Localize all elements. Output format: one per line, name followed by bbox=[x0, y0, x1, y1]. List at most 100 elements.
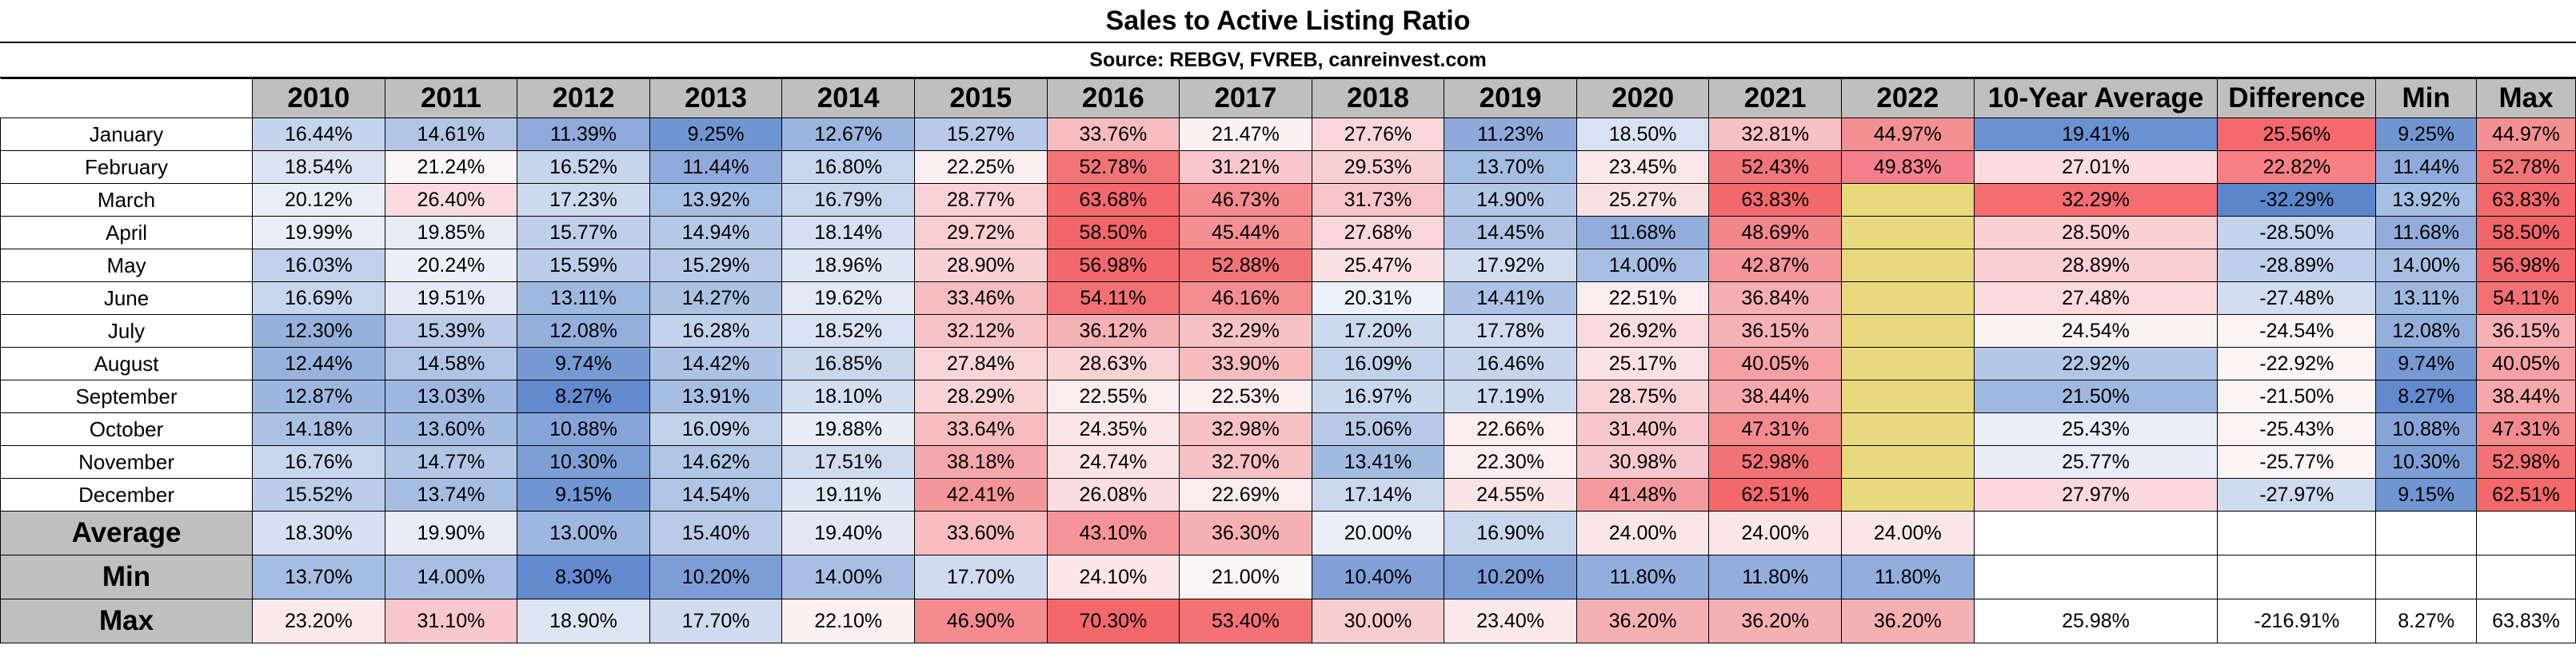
cell-august-2015[interactable]: 27.84% bbox=[913, 347, 1048, 380]
row-label[interactable]: August bbox=[0, 347, 254, 380]
cell-july-2019[interactable]: 17.78% bbox=[1444, 314, 1577, 348]
cell-october-2016[interactable]: 24.35% bbox=[1046, 412, 1180, 446]
summary-cell-average-10-year-average[interactable] bbox=[1973, 511, 2219, 555]
cell-november-min[interactable]: 10.30% bbox=[2375, 445, 2478, 479]
cell-august-2012[interactable]: 9.74% bbox=[517, 347, 650, 380]
cell-june-2021[interactable]: 36.84% bbox=[1708, 281, 1843, 315]
cell-december-2017[interactable]: 22.69% bbox=[1179, 478, 1312, 512]
cell-september-difference[interactable]: -21.50% bbox=[2217, 380, 2377, 413]
cell-november-2013[interactable]: 14.62% bbox=[649, 445, 783, 479]
cell-october-2022[interactable] bbox=[1841, 412, 1975, 446]
cell-february-10-year-average[interactable]: 27.01% bbox=[1973, 150, 2219, 184]
cell-august-2010[interactable]: 12.44% bbox=[252, 347, 385, 380]
cell-september-2013[interactable]: 13.91% bbox=[649, 380, 783, 413]
cell-january-2012[interactable]: 11.39% bbox=[517, 117, 650, 151]
cell-december-2021[interactable]: 62.51% bbox=[1708, 478, 1843, 512]
summary-cell-min-2015[interactable]: 17.70% bbox=[913, 555, 1048, 599]
cell-april-2017[interactable]: 45.44% bbox=[1179, 216, 1312, 249]
cell-december-difference[interactable]: -27.97% bbox=[2217, 478, 2377, 512]
cell-march-2014[interactable]: 16.79% bbox=[781, 183, 915, 217]
column-header-2010[interactable]: 2010 bbox=[252, 78, 385, 118]
cell-december-2011[interactable]: 13.74% bbox=[384, 478, 518, 512]
cell-december-2020[interactable]: 41.48% bbox=[1576, 478, 1710, 512]
cell-february-2021[interactable]: 52.43% bbox=[1708, 150, 1843, 184]
column-header-2017[interactable]: 2017 bbox=[1179, 78, 1312, 118]
cell-june-2014[interactable]: 19.62% bbox=[781, 281, 915, 315]
cell-november-2020[interactable]: 30.98% bbox=[1576, 445, 1710, 479]
summary-cell-average-2018[interactable]: 20.00% bbox=[1311, 511, 1445, 555]
cell-march-2012[interactable]: 17.23% bbox=[517, 183, 650, 217]
summary-cell-min-10-year-average[interactable] bbox=[1973, 555, 2219, 599]
cell-december-10-year-average[interactable]: 27.97% bbox=[1973, 478, 2219, 512]
cell-june-2018[interactable]: 20.31% bbox=[1311, 281, 1445, 315]
summary-cell-average-2010[interactable]: 18.30% bbox=[252, 511, 385, 555]
cell-june-difference[interactable]: -27.48% bbox=[2217, 281, 2377, 315]
cell-december-2012[interactable]: 9.15% bbox=[517, 478, 650, 512]
cell-march-2022[interactable] bbox=[1841, 183, 1975, 217]
cell-january-2018[interactable]: 27.76% bbox=[1311, 117, 1445, 151]
column-header-2018[interactable]: 2018 bbox=[1311, 78, 1445, 118]
cell-july-2013[interactable]: 16.28% bbox=[649, 314, 783, 348]
column-header-2014[interactable]: 2014 bbox=[781, 78, 915, 118]
cell-august-max[interactable]: 40.05% bbox=[2476, 347, 2576, 380]
cell-april-2013[interactable]: 14.94% bbox=[649, 216, 783, 249]
row-label[interactable]: July bbox=[0, 314, 254, 348]
cell-october-2013[interactable]: 16.09% bbox=[649, 412, 783, 446]
cell-april-2012[interactable]: 15.77% bbox=[517, 216, 650, 249]
cell-january-2010[interactable]: 16.44% bbox=[252, 117, 385, 151]
summary-cell-min-2017[interactable]: 21.00% bbox=[1179, 555, 1312, 599]
cell-february-2022[interactable]: 49.83% bbox=[1841, 150, 1975, 184]
summary-cell-min-max[interactable] bbox=[2476, 555, 2576, 599]
cell-june-2011[interactable]: 19.51% bbox=[384, 281, 518, 315]
summary-cell-min-2013[interactable]: 10.20% bbox=[649, 555, 783, 599]
cell-november-2016[interactable]: 24.74% bbox=[1046, 445, 1180, 479]
cell-july-10-year-average[interactable]: 24.54% bbox=[1973, 314, 2219, 348]
cell-march-max[interactable]: 63.83% bbox=[2476, 183, 2576, 217]
summary-cell-min-min[interactable] bbox=[2375, 555, 2478, 599]
summary-cell-min-2021[interactable]: 11.80% bbox=[1708, 555, 1843, 599]
summary-cell-max-difference[interactable]: -216.91% bbox=[2217, 599, 2377, 643]
cell-august-2011[interactable]: 14.58% bbox=[384, 347, 518, 380]
cell-may-2012[interactable]: 15.59% bbox=[517, 249, 650, 282]
cell-february-2013[interactable]: 11.44% bbox=[649, 150, 783, 184]
cell-august-2018[interactable]: 16.09% bbox=[1311, 347, 1445, 380]
cell-january-difference[interactable]: 25.56% bbox=[2217, 117, 2377, 151]
summary-cell-min-2011[interactable]: 14.00% bbox=[384, 555, 518, 599]
cell-april-2020[interactable]: 11.68% bbox=[1576, 216, 1710, 249]
cell-october-2021[interactable]: 47.31% bbox=[1708, 412, 1843, 446]
cell-october-2018[interactable]: 15.06% bbox=[1311, 412, 1445, 446]
cell-july-2021[interactable]: 36.15% bbox=[1708, 314, 1843, 348]
cell-february-2018[interactable]: 29.53% bbox=[1311, 150, 1445, 184]
column-header-2012[interactable]: 2012 bbox=[517, 78, 650, 118]
cell-august-2016[interactable]: 28.63% bbox=[1046, 347, 1180, 380]
column-header-10-year-average[interactable]: 10-Year Average bbox=[1973, 78, 2219, 118]
cell-july-2022[interactable] bbox=[1841, 314, 1975, 348]
summary-cell-max-2017[interactable]: 53.40% bbox=[1179, 599, 1312, 643]
summary-cell-average-2022[interactable]: 24.00% bbox=[1841, 511, 1975, 555]
cell-july-2011[interactable]: 15.39% bbox=[384, 314, 518, 348]
cell-april-2011[interactable]: 19.85% bbox=[384, 216, 518, 249]
summary-cell-max-2014[interactable]: 22.10% bbox=[781, 599, 915, 643]
cell-april-2010[interactable]: 19.99% bbox=[252, 216, 385, 249]
cell-march-difference[interactable]: -32.29% bbox=[2217, 183, 2377, 217]
cell-december-2010[interactable]: 15.52% bbox=[252, 478, 385, 512]
cell-august-2021[interactable]: 40.05% bbox=[1708, 347, 1843, 380]
column-header-2022[interactable]: 2022 bbox=[1841, 78, 1975, 118]
cell-march-2018[interactable]: 31.73% bbox=[1311, 183, 1445, 217]
cell-june-2022[interactable] bbox=[1841, 281, 1975, 315]
cell-may-min[interactable]: 14.00% bbox=[2375, 249, 2478, 282]
row-label[interactable]: April bbox=[0, 216, 254, 249]
summary-cell-average-2021[interactable]: 24.00% bbox=[1708, 511, 1843, 555]
cell-november-2019[interactable]: 22.30% bbox=[1444, 445, 1577, 479]
row-label[interactable]: October bbox=[0, 412, 254, 446]
corner-cell[interactable] bbox=[0, 78, 254, 118]
cell-may-2014[interactable]: 18.96% bbox=[781, 249, 915, 282]
cell-april-max[interactable]: 58.50% bbox=[2476, 216, 2576, 249]
cell-october-2011[interactable]: 13.60% bbox=[384, 412, 518, 446]
summary-label[interactable]: Max bbox=[0, 599, 254, 643]
column-header-difference[interactable]: Difference bbox=[2217, 78, 2377, 118]
summary-cell-min-2022[interactable]: 11.80% bbox=[1841, 555, 1975, 599]
cell-march-2015[interactable]: 28.77% bbox=[913, 183, 1048, 217]
row-label[interactable]: November bbox=[0, 445, 254, 479]
summary-cell-max-max[interactable]: 63.83% bbox=[2476, 599, 2576, 643]
